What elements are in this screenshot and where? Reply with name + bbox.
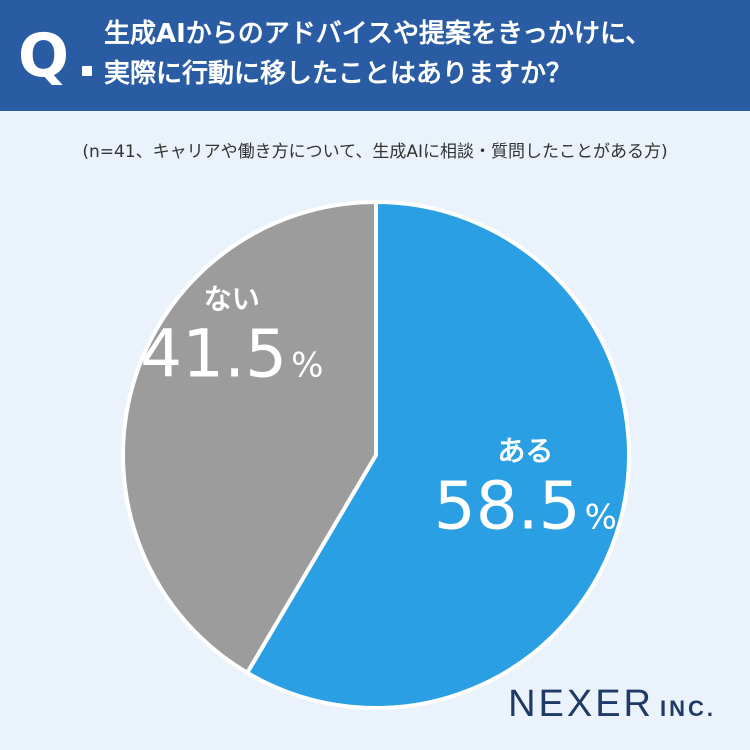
q-mark: Q xyxy=(18,21,70,91)
pie-slice-yes xyxy=(244,199,631,710)
slice-value-no: 41.5% xyxy=(140,315,323,392)
slice-label-yes: ある xyxy=(497,434,553,467)
slice-value-yes: 58.5% xyxy=(434,467,617,544)
sample-note: (n=41、キャリアや働き方について、生成AIに相談・質問したことがある方) xyxy=(82,142,668,162)
brand-name: NEXER xyxy=(508,683,654,725)
slice-label-no: ない xyxy=(204,282,260,315)
question-line-2: 実際に行動に移したことはありますか？ xyxy=(104,59,573,89)
brand-logo: NEXER INC. xyxy=(508,683,716,726)
question-line-1: 生成AIからのアドバイスや提案をきっかけに、 xyxy=(104,19,652,49)
question-header: Q 生成AIからのアドバイスや提案をきっかけに、 実際に行動に移したことはありま… xyxy=(0,0,750,111)
pie-slice-no xyxy=(121,199,378,676)
question-text: 生成AIからのアドバイスや提案をきっかけに、 実際に行動に移したことはありますか… xyxy=(104,14,744,94)
brand-suffix: INC. xyxy=(660,696,716,721)
q-dot-icon xyxy=(82,66,92,76)
